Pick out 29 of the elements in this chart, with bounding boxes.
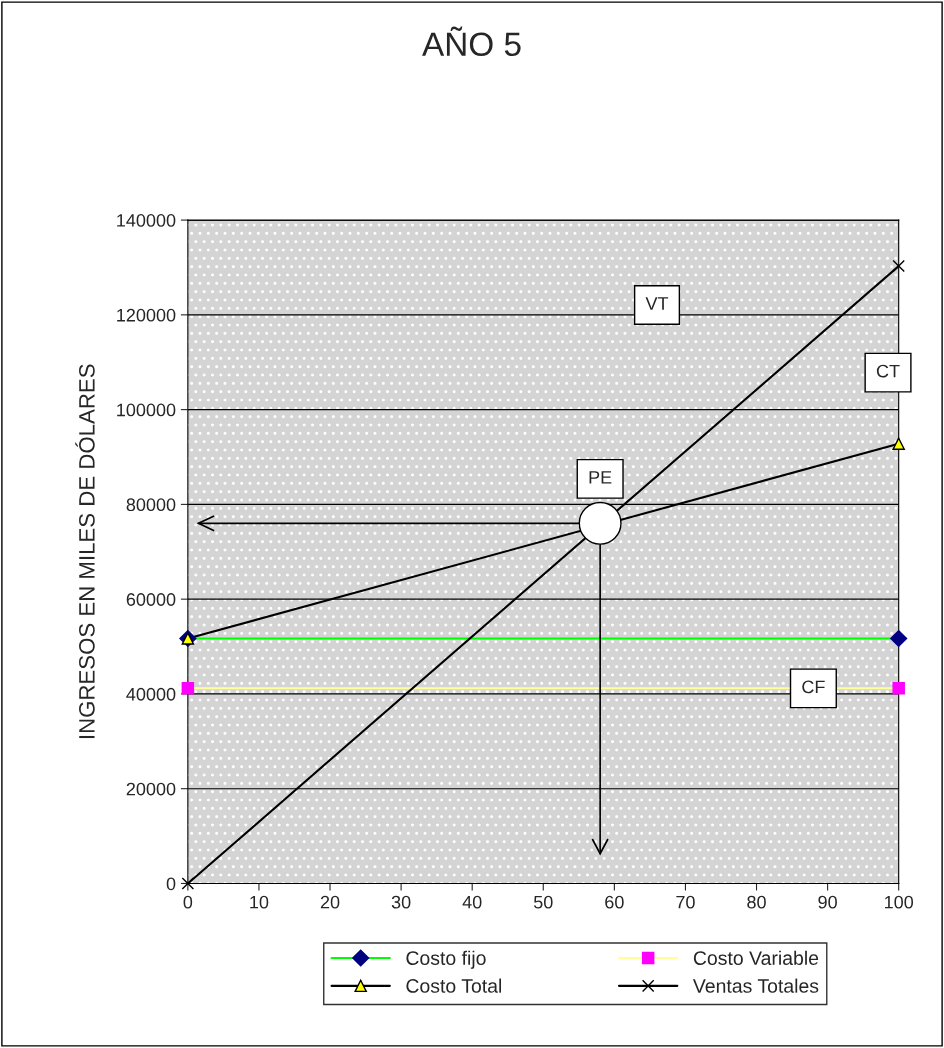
legend-label: Costo Variable [693,950,819,965]
annotation: VT [645,297,669,310]
legend-label: Costo fijo [406,950,486,969]
annotation: CF [802,680,825,694]
x-tick-label: 10 [250,895,269,909]
annotation: CT [876,364,900,378]
y-tick-label: 60000 [126,593,176,606]
x-tick-label: 20 [320,895,340,909]
y-tick-label: 20000 [126,782,176,796]
x-tick-label: 100 [885,895,914,909]
x-tick-label: 60 [605,895,624,909]
x-tick-label: 0 [183,895,193,909]
x-tick-label: 80 [747,895,766,909]
legend-label: Ventas Totales [692,978,819,993]
legend-label: Costo Total [406,978,502,993]
x-tick-label: 70 [676,895,695,909]
y-tick-label: 140000 [117,214,176,227]
x-tick-label: 30 [391,895,411,909]
annotation: PE [589,471,612,484]
y-tick-label: 0 [166,877,176,891]
x-tick-label: 40 [462,895,482,909]
y-axis-title: INGRESOS EN MILES DE DÓLARES [75,364,95,739]
y-tick-label: 40000 [126,687,176,701]
x-tick-label: 90 [818,895,837,909]
chart-title: AÑO 5 [422,26,521,57]
x-tick-label: 50 [533,895,553,909]
y-tick-label: 120000 [117,308,176,322]
y-tick-label: 100000 [117,403,176,417]
y-tick-label: 80000 [126,498,176,512]
